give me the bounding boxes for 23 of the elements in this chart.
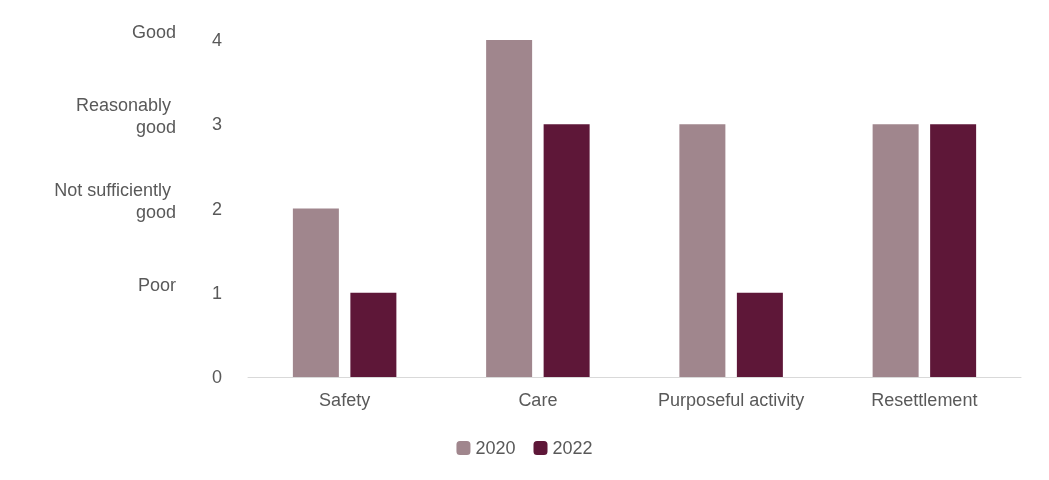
y-tick-label: 3 — [211, 114, 222, 135]
bar — [872, 124, 919, 377]
y-tick-label: 0 — [211, 367, 222, 387]
legend-label: 2020 — [475, 438, 516, 458]
y-tick-label: 4 — [211, 30, 222, 50]
bar — [679, 124, 726, 377]
bar — [350, 292, 397, 377]
bar — [292, 208, 339, 377]
text: Poor — [137, 274, 176, 295]
x-tick-label: Safety — [319, 390, 371, 410]
bar — [486, 40, 533, 377]
text: Good — [131, 22, 176, 42]
text: Reasonably good — [75, 95, 176, 138]
y-tick-label: 2 — [211, 198, 222, 219]
y-tick-label: 1 — [211, 282, 222, 303]
bar — [736, 292, 783, 377]
x-tick-label: Purposeful activity — [658, 390, 805, 410]
x-tick-label: Care — [518, 390, 558, 410]
text: Not sufficiently good — [54, 179, 176, 222]
bar — [930, 124, 977, 377]
legend-label: 2022 — [552, 438, 593, 458]
x-tick-label: Resettlement — [871, 390, 978, 410]
bar — [543, 124, 590, 377]
